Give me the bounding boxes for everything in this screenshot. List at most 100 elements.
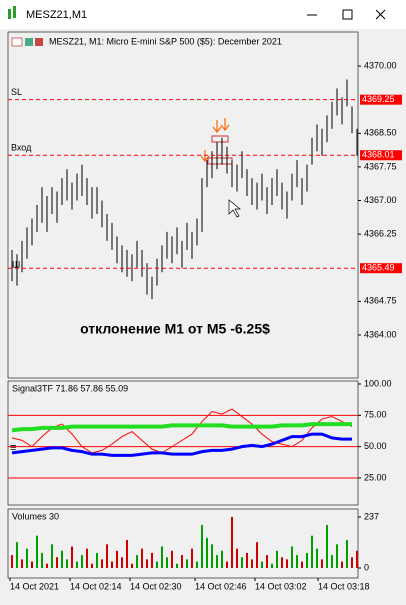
- y-tick-label: 25.00: [364, 472, 387, 482]
- volume-bar: [281, 557, 283, 568]
- volume-bar: [256, 542, 258, 568]
- volume-bar: [246, 552, 248, 568]
- volume-bar: [76, 561, 78, 568]
- volume-bar: [196, 561, 198, 568]
- volume-bar: [186, 559, 188, 568]
- level-name: Вход: [11, 143, 32, 153]
- volume-bar: [181, 555, 183, 568]
- maximize-button[interactable]: [342, 9, 353, 20]
- volume-bar: [26, 548, 28, 568]
- volume-bar: [136, 555, 138, 568]
- chart-marker: Ш: [12, 259, 20, 269]
- y-axis-label: ≡: [10, 442, 16, 454]
- volume-bar: [11, 555, 13, 568]
- level-name: SL: [11, 87, 22, 97]
- x-tick-label: 14 Oct 03:02: [255, 581, 307, 591]
- volume-bar: [86, 548, 88, 568]
- volume-bar: [111, 561, 113, 568]
- volume-bar: [301, 561, 303, 568]
- volume-bar: [116, 550, 118, 568]
- volume-bar: [126, 540, 128, 568]
- indicator-line: [11, 408, 353, 454]
- volume-bar: [221, 550, 223, 568]
- volume-bar: [201, 524, 203, 568]
- volume-bar: [191, 548, 193, 568]
- volume-bar: [106, 544, 108, 568]
- volume-bar: [356, 550, 358, 568]
- y-tick-label: 4364.75: [364, 296, 397, 306]
- y-tick-label: 50.00: [364, 441, 387, 451]
- mouse-cursor: [228, 199, 241, 218]
- app-icon: [8, 6, 16, 19]
- volume-bar: [236, 548, 238, 568]
- chart-title: MESZ21, M1: Micro E-mini S&P 500 ($5): D…: [49, 36, 282, 46]
- volume-bar: [271, 563, 273, 568]
- volume-bar: [321, 559, 323, 568]
- volume-bar: [226, 561, 228, 568]
- level-price-box: [360, 94, 402, 105]
- x-tick-label: 14 Oct 2021: [10, 581, 59, 591]
- y-tick-label: 4367.75: [364, 161, 397, 171]
- volume-bar: [16, 542, 18, 568]
- volume-bar: [141, 548, 143, 568]
- y-tick-label: 4370.00: [364, 60, 397, 70]
- y-tick-label: 100.00: [364, 378, 392, 388]
- volume-bar: [21, 559, 23, 568]
- volume-bar: [91, 563, 93, 568]
- volume-bar: [261, 561, 263, 568]
- y-tick-label: 4367.00: [364, 195, 397, 205]
- volume-bar: [146, 559, 148, 568]
- toolbar-icons: [11, 37, 43, 47]
- annotation: отклонение M1 от M5 -6.25$: [80, 321, 270, 337]
- volume-title: Volumes 30: [12, 511, 59, 521]
- volume-bar: [331, 555, 333, 568]
- level-price: 4368.01: [362, 150, 395, 160]
- volume-bar: [341, 561, 343, 568]
- volume-bar: [311, 535, 313, 568]
- volume-bar: [276, 550, 278, 568]
- volume-bar: [346, 540, 348, 568]
- volume-bar: [306, 552, 308, 568]
- volume-bar: [241, 557, 243, 568]
- trade-arrows: [200, 118, 230, 162]
- volume-bar: [56, 557, 58, 568]
- x-tick-label: 14 Oct 02:30: [130, 581, 182, 591]
- indicator-line: [11, 422, 352, 433]
- y-tick-label: 4366.25: [364, 229, 397, 239]
- volume-bar: [131, 563, 133, 568]
- volume-bar: [151, 552, 153, 568]
- indicator-title: Signal3TF 71.86 57.86 55.09: [12, 383, 128, 393]
- volume-bar: [51, 544, 53, 568]
- volume-bar: [251, 559, 253, 568]
- volume-bar: [121, 557, 123, 568]
- volume-bar: [66, 559, 68, 568]
- y-tick-label: 75.00: [364, 410, 387, 420]
- volume-bar: [71, 546, 73, 568]
- volume-bar: [31, 561, 33, 568]
- y-tick-label: 4368.50: [364, 128, 397, 138]
- x-tick-label: 14 Oct 02:46: [195, 581, 247, 591]
- volume-bar: [206, 537, 208, 568]
- close-button[interactable]: [375, 9, 386, 20]
- volume-bar: [161, 546, 163, 568]
- volume-bar: [176, 563, 178, 568]
- y-tick-label: 237: [364, 511, 379, 521]
- volume-bar: [211, 544, 213, 568]
- level-price: 4369.25: [362, 94, 395, 104]
- volume-bar: [156, 561, 158, 568]
- y-tick-label: 4364.00: [364, 329, 397, 339]
- volume-bar: [351, 557, 353, 568]
- volume-bar: [296, 555, 298, 568]
- volume-bar: [41, 552, 43, 568]
- volume-bar: [36, 535, 38, 568]
- volume-bar: [96, 552, 98, 568]
- x-tick-label: 14 Oct 03:18: [318, 581, 370, 591]
- volume-bar: [326, 524, 328, 568]
- volume-bar: [171, 550, 173, 568]
- volume-bar: [61, 550, 63, 568]
- volume-bar: [216, 555, 218, 568]
- level-price: 4365.49: [362, 263, 395, 273]
- volume-bar: [266, 555, 268, 568]
- volume-bar: [101, 559, 103, 568]
